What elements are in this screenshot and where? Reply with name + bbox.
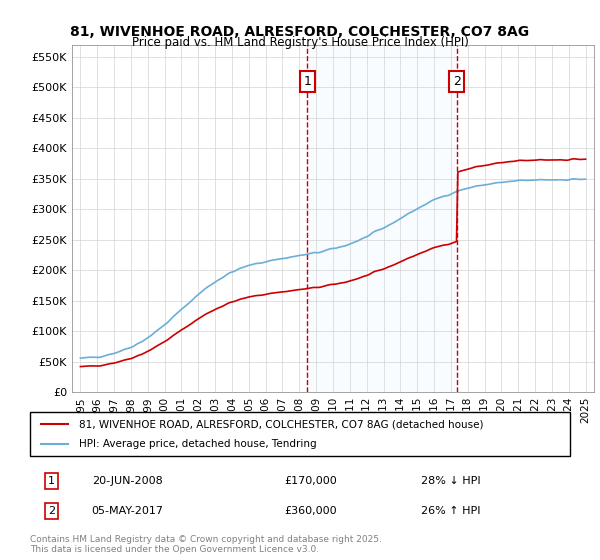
Text: 81, WIVENHOE ROAD, ALRESFORD, COLCHESTER, CO7 8AG: 81, WIVENHOE ROAD, ALRESFORD, COLCHESTER… xyxy=(70,25,530,39)
Text: HPI: Average price, detached house, Tendring: HPI: Average price, detached house, Tend… xyxy=(79,439,316,449)
Text: 05-MAY-2017: 05-MAY-2017 xyxy=(91,506,163,516)
Text: 20-JUN-2008: 20-JUN-2008 xyxy=(92,476,163,486)
Text: £360,000: £360,000 xyxy=(284,506,337,516)
FancyBboxPatch shape xyxy=(30,412,570,456)
Text: Contains HM Land Registry data © Crown copyright and database right 2025.
This d: Contains HM Land Registry data © Crown c… xyxy=(30,535,382,554)
Text: 2: 2 xyxy=(48,506,55,516)
Bar xyxy=(307,45,457,392)
Text: 26% ↑ HPI: 26% ↑ HPI xyxy=(421,506,481,516)
Text: Price paid vs. HM Land Registry's House Price Index (HPI): Price paid vs. HM Land Registry's House … xyxy=(131,36,469,49)
Text: 1: 1 xyxy=(303,75,311,88)
Text: 81, WIVENHOE ROAD, ALRESFORD, COLCHESTER, CO7 8AG (detached house): 81, WIVENHOE ROAD, ALRESFORD, COLCHESTER… xyxy=(79,419,483,429)
Text: £170,000: £170,000 xyxy=(284,476,337,486)
Text: 28% ↓ HPI: 28% ↓ HPI xyxy=(421,476,481,486)
Text: 1: 1 xyxy=(48,476,55,486)
Text: 2: 2 xyxy=(453,75,461,88)
